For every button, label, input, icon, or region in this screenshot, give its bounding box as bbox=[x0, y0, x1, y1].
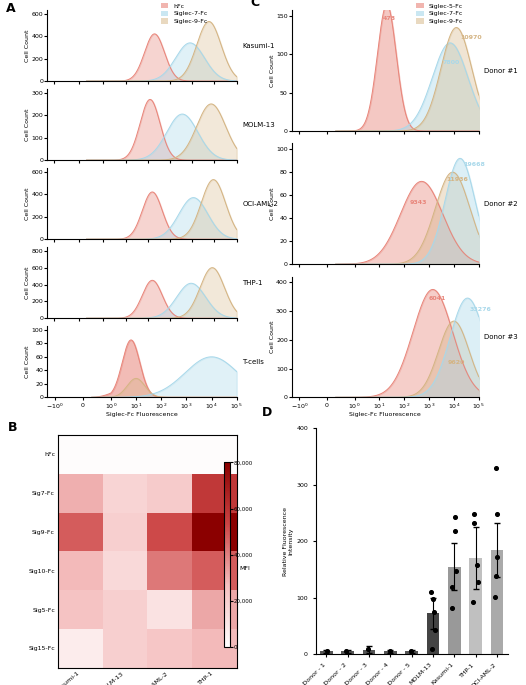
Text: Kasumi-1: Kasumi-1 bbox=[242, 42, 275, 49]
Text: 473: 473 bbox=[383, 16, 396, 21]
Text: Donor #3: Donor #3 bbox=[484, 334, 518, 340]
Point bbox=[452, 565, 460, 576]
Y-axis label: Cell Count: Cell Count bbox=[25, 29, 30, 62]
Y-axis label: Relative Fluorescence
Intensity: Relative Fluorescence Intensity bbox=[282, 507, 294, 575]
Y-axis label: Cell Count: Cell Count bbox=[25, 346, 30, 378]
Point bbox=[451, 525, 459, 536]
Bar bbox=[469, 558, 482, 654]
Bar bbox=[405, 651, 418, 654]
Point bbox=[491, 591, 500, 602]
Point bbox=[492, 508, 501, 519]
Point bbox=[473, 560, 481, 571]
Text: C: C bbox=[251, 0, 260, 9]
Bar bbox=[362, 649, 376, 654]
Text: MFI: MFI bbox=[239, 566, 250, 571]
Point bbox=[492, 571, 500, 582]
Bar bbox=[320, 651, 332, 654]
Text: 9620: 9620 bbox=[448, 360, 465, 365]
Text: 33276: 33276 bbox=[470, 307, 492, 312]
Bar bbox=[384, 651, 397, 654]
Bar bbox=[427, 614, 439, 654]
Point bbox=[448, 602, 457, 613]
Point bbox=[429, 593, 438, 604]
Text: D: D bbox=[262, 406, 272, 419]
Text: 7800: 7800 bbox=[443, 60, 460, 64]
Point bbox=[470, 508, 478, 519]
Legend: hFc, Siglec-7-Fc, Siglec-9-Fc: hFc, Siglec-7-Fc, Siglec-9-Fc bbox=[161, 3, 208, 24]
Point bbox=[407, 645, 416, 656]
Text: 19668: 19668 bbox=[464, 162, 485, 167]
Text: MOLM-13: MOLM-13 bbox=[242, 122, 275, 127]
Text: Donor #2: Donor #2 bbox=[484, 201, 518, 207]
X-axis label: Siglec-Fc Fluorescence: Siglec-Fc Fluorescence bbox=[106, 412, 178, 417]
Text: T-cells: T-cells bbox=[242, 359, 264, 365]
Text: Donor #1: Donor #1 bbox=[484, 68, 518, 74]
Text: B: B bbox=[8, 421, 17, 434]
Point bbox=[431, 625, 439, 636]
Point bbox=[493, 551, 501, 562]
Point bbox=[386, 645, 394, 656]
Point bbox=[470, 518, 478, 529]
Y-axis label: Cell Count: Cell Count bbox=[270, 188, 275, 220]
Y-axis label: Cell Count: Cell Count bbox=[25, 188, 30, 220]
Point bbox=[364, 644, 372, 655]
X-axis label: Siglec-Fc Fluorescence: Siglec-Fc Fluorescence bbox=[349, 412, 421, 417]
Y-axis label: Cell Count: Cell Count bbox=[25, 108, 30, 141]
Text: 6041: 6041 bbox=[429, 295, 447, 301]
Y-axis label: Cell Count: Cell Count bbox=[270, 54, 275, 87]
Point bbox=[427, 586, 436, 597]
Point bbox=[492, 462, 500, 473]
Text: 10970: 10970 bbox=[460, 35, 482, 40]
Point bbox=[430, 606, 438, 617]
Text: THP-1: THP-1 bbox=[242, 280, 263, 286]
Point bbox=[342, 645, 350, 656]
Bar bbox=[341, 651, 354, 654]
Text: 11936: 11936 bbox=[447, 177, 468, 182]
Point bbox=[474, 576, 482, 587]
Point bbox=[451, 512, 460, 523]
Point bbox=[428, 643, 437, 654]
Bar bbox=[491, 549, 503, 654]
Text: 9343: 9343 bbox=[409, 201, 427, 206]
Text: A: A bbox=[6, 2, 15, 15]
Text: OCI-AML-2: OCI-AML-2 bbox=[242, 201, 278, 207]
Y-axis label: Cell Count: Cell Count bbox=[270, 321, 275, 353]
Y-axis label: Cell Count: Cell Count bbox=[25, 266, 30, 299]
Point bbox=[448, 582, 456, 593]
Point bbox=[469, 597, 478, 608]
Point bbox=[322, 645, 331, 656]
Bar bbox=[448, 566, 461, 654]
Legend: Siglec-5-Fc, Siglec-7-Fc, Siglec-9-Fc: Siglec-5-Fc, Siglec-7-Fc, Siglec-9-Fc bbox=[416, 3, 463, 24]
